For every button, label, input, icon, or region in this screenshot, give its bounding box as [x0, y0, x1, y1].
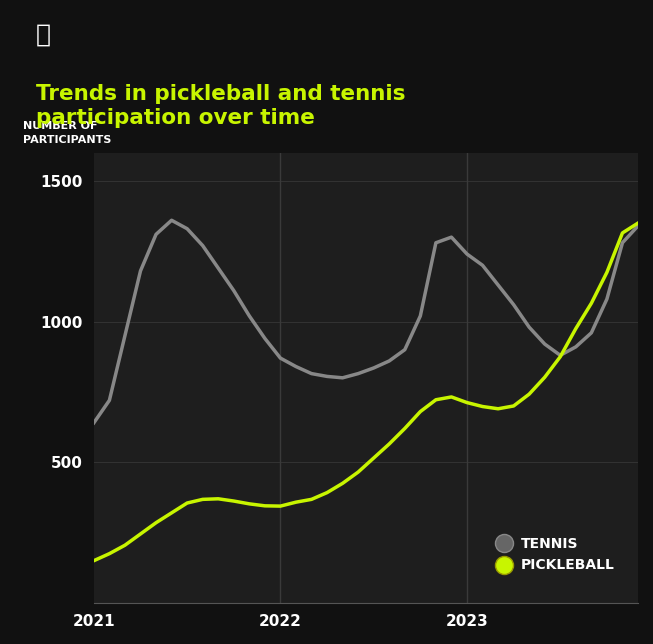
Text: NUMBER OF
PARTICIPANTS: NUMBER OF PARTICIPANTS: [23, 121, 112, 146]
Text: Trends in pickleball and tennis
participation over time: Trends in pickleball and tennis particip…: [36, 84, 406, 128]
Text: : : [36, 23, 51, 46]
Legend: TENNIS, PICKLEBALL: TENNIS, PICKLEBALL: [492, 531, 620, 578]
